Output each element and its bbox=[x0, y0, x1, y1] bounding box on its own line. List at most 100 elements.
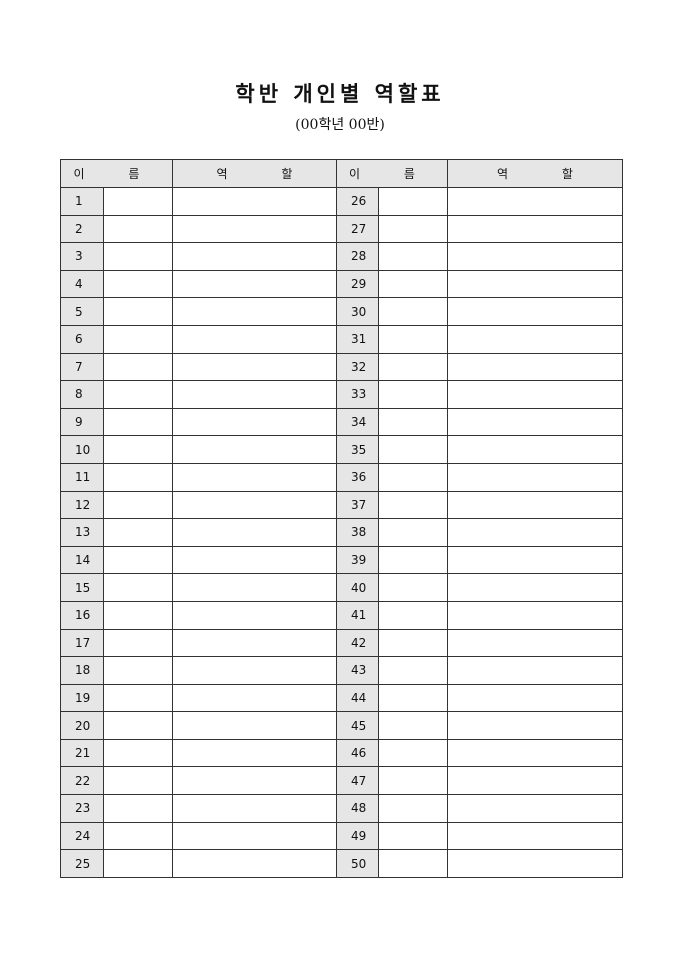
name-cell-left[interactable] bbox=[103, 187, 173, 216]
name-cell-left[interactable] bbox=[103, 462, 173, 492]
name-cell-right[interactable] bbox=[378, 187, 448, 216]
name-cell-left[interactable] bbox=[103, 545, 173, 575]
name-cell-left[interactable] bbox=[103, 269, 173, 299]
name-cell-left[interactable] bbox=[103, 324, 173, 354]
role-cell-left[interactable] bbox=[172, 462, 337, 492]
role-cell-left[interactable] bbox=[172, 849, 337, 878]
name-cell-right[interactable] bbox=[378, 214, 448, 244]
role-cell-right[interactable] bbox=[447, 462, 623, 492]
role-cell-right[interactable] bbox=[447, 518, 623, 547]
name-cell-right[interactable] bbox=[378, 490, 448, 520]
role-cell-right[interactable] bbox=[447, 352, 623, 382]
name-cell-right[interactable] bbox=[378, 738, 448, 768]
name-cell-right[interactable] bbox=[378, 352, 448, 382]
role-cell-left[interactable] bbox=[172, 821, 337, 851]
role-cell-left[interactable] bbox=[172, 352, 337, 382]
name-cell-left[interactable] bbox=[103, 380, 173, 409]
name-cell-left[interactable] bbox=[103, 628, 173, 658]
role-cell-left[interactable] bbox=[172, 407, 337, 437]
name-cell-right[interactable] bbox=[378, 628, 448, 658]
role-cell-right[interactable] bbox=[447, 600, 623, 630]
role-cell-right[interactable] bbox=[447, 738, 623, 768]
role-cell-left[interactable] bbox=[172, 600, 337, 630]
name-cell-right[interactable] bbox=[378, 407, 448, 437]
name-cell-left[interactable] bbox=[103, 435, 173, 464]
role-cell-left[interactable] bbox=[172, 518, 337, 547]
role-cell-left[interactable] bbox=[172, 628, 337, 658]
name-cell-left[interactable] bbox=[103, 407, 173, 437]
name-cell-right[interactable] bbox=[378, 380, 448, 409]
role-cell-right[interactable] bbox=[447, 683, 623, 713]
role-cell-left[interactable] bbox=[172, 794, 337, 823]
role-cell-left[interactable] bbox=[172, 324, 337, 354]
role-cell-right[interactable] bbox=[447, 297, 623, 326]
role-cell-left[interactable] bbox=[172, 297, 337, 326]
name-cell-right[interactable] bbox=[378, 297, 448, 326]
role-cell-left[interactable] bbox=[172, 242, 337, 271]
name-cell-left[interactable] bbox=[103, 214, 173, 244]
role-cell-left[interactable] bbox=[172, 766, 337, 796]
role-cell-right[interactable] bbox=[447, 711, 623, 740]
role-cell-right[interactable] bbox=[447, 435, 623, 464]
role-cell-right[interactable] bbox=[447, 794, 623, 823]
role-cell-left[interactable] bbox=[172, 214, 337, 244]
role-cell-right[interactable] bbox=[447, 821, 623, 851]
name-cell-right[interactable] bbox=[378, 435, 448, 464]
name-cell-right[interactable] bbox=[378, 518, 448, 547]
name-cell-right[interactable] bbox=[378, 766, 448, 796]
name-cell-right[interactable] bbox=[378, 683, 448, 713]
name-cell-left[interactable] bbox=[103, 490, 173, 520]
name-cell-left[interactable] bbox=[103, 352, 173, 382]
role-cell-right[interactable] bbox=[447, 214, 623, 244]
role-cell-left[interactable] bbox=[172, 711, 337, 740]
role-cell-right[interactable] bbox=[447, 545, 623, 575]
role-cell-right[interactable] bbox=[447, 490, 623, 520]
name-cell-right[interactable] bbox=[378, 794, 448, 823]
name-cell-left[interactable] bbox=[103, 711, 173, 740]
role-cell-left[interactable] bbox=[172, 545, 337, 575]
role-cell-left[interactable] bbox=[172, 573, 337, 602]
name-cell-right[interactable] bbox=[378, 269, 448, 299]
name-cell-right[interactable] bbox=[378, 462, 448, 492]
name-cell-right[interactable] bbox=[378, 324, 448, 354]
role-cell-right[interactable] bbox=[447, 766, 623, 796]
role-cell-right[interactable] bbox=[447, 656, 623, 685]
name-cell-left[interactable] bbox=[103, 242, 173, 271]
role-cell-left[interactable] bbox=[172, 683, 337, 713]
name-cell-left[interactable] bbox=[103, 518, 173, 547]
role-cell-right[interactable] bbox=[447, 407, 623, 437]
name-cell-right[interactable] bbox=[378, 821, 448, 851]
role-cell-right[interactable] bbox=[447, 269, 623, 299]
name-cell-right[interactable] bbox=[378, 573, 448, 602]
name-cell-left[interactable] bbox=[103, 821, 173, 851]
role-cell-left[interactable] bbox=[172, 269, 337, 299]
name-cell-right[interactable] bbox=[378, 849, 448, 878]
name-cell-left[interactable] bbox=[103, 766, 173, 796]
role-cell-left[interactable] bbox=[172, 656, 337, 685]
role-cell-right[interactable] bbox=[447, 573, 623, 602]
role-cell-left[interactable] bbox=[172, 490, 337, 520]
role-cell-right[interactable] bbox=[447, 849, 623, 878]
role-cell-left[interactable] bbox=[172, 435, 337, 464]
role-cell-right[interactable] bbox=[447, 380, 623, 409]
name-cell-right[interactable] bbox=[378, 656, 448, 685]
role-cell-left[interactable] bbox=[172, 187, 337, 216]
name-cell-left[interactable] bbox=[103, 849, 173, 878]
role-cell-right[interactable] bbox=[447, 187, 623, 216]
name-cell-right[interactable] bbox=[378, 711, 448, 740]
name-cell-left[interactable] bbox=[103, 738, 173, 768]
name-cell-left[interactable] bbox=[103, 600, 173, 630]
name-cell-right[interactable] bbox=[378, 600, 448, 630]
name-cell-left[interactable] bbox=[103, 656, 173, 685]
name-cell-left[interactable] bbox=[103, 297, 173, 326]
name-cell-right[interactable] bbox=[378, 545, 448, 575]
name-cell-right[interactable] bbox=[378, 242, 448, 271]
name-cell-left[interactable] bbox=[103, 573, 173, 602]
role-cell-right[interactable] bbox=[447, 242, 623, 271]
role-cell-left[interactable] bbox=[172, 380, 337, 409]
name-cell-left[interactable] bbox=[103, 794, 173, 823]
role-cell-left[interactable] bbox=[172, 738, 337, 768]
role-cell-right[interactable] bbox=[447, 324, 623, 354]
name-cell-left[interactable] bbox=[103, 683, 173, 713]
role-cell-right[interactable] bbox=[447, 628, 623, 658]
